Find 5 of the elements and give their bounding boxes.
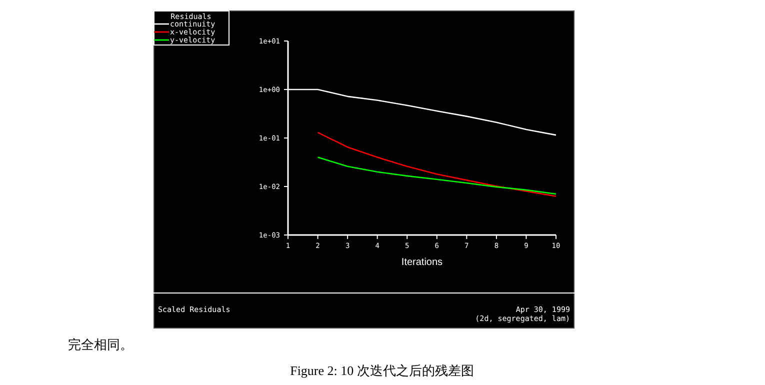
line-series	[317, 132, 557, 197]
caption: Figure 2: 10 次迭代之后的残差图	[290, 363, 474, 378]
x-axis-title: Iterations	[401, 257, 443, 268]
text: 完全相同。	[68, 337, 133, 353]
line-series	[317, 156, 557, 195]
